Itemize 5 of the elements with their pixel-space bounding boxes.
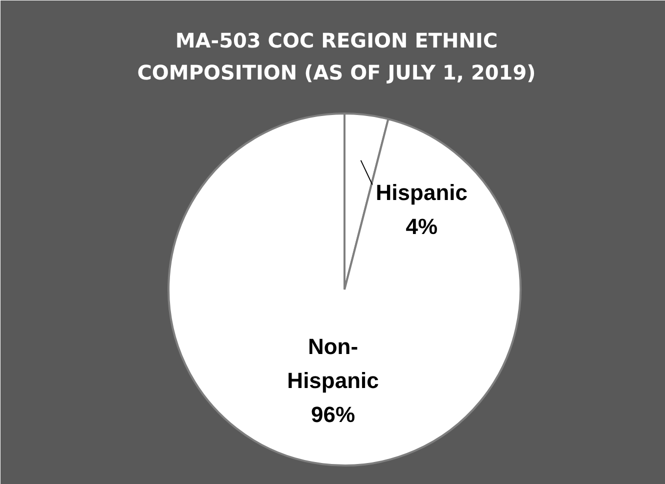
slice-label: Hispanic [376,180,468,206]
slice-label: Non-Hispanic [287,334,379,393]
data-label: 4% [406,214,438,240]
chart-title: MA-503 COC REGION ETHNIC COMPOSITION (AS OF JULY 1, 2019) [137,28,536,84]
data-label: 96% [311,402,356,427]
